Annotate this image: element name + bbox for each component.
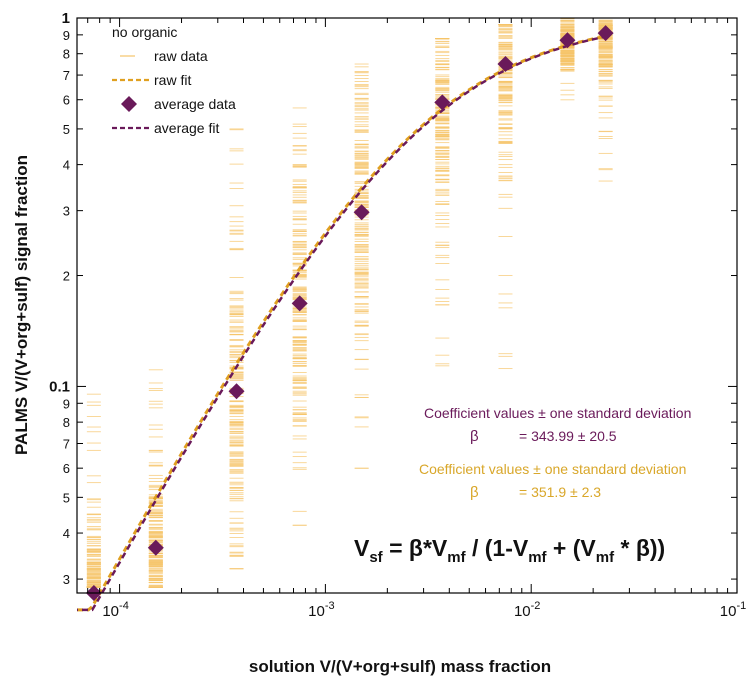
fit-layer xyxy=(77,34,610,612)
average-data-point xyxy=(353,204,370,221)
raw-data-column xyxy=(560,17,575,101)
y-tick-label: 7 xyxy=(63,68,70,83)
axis-ticks xyxy=(77,17,738,593)
average-fit-line xyxy=(77,34,610,612)
coefficient-title-average: Coefficient values ± one standard deviat… xyxy=(424,405,691,421)
plot-frame xyxy=(76,17,738,594)
y-tick-label: 0.1 xyxy=(49,378,70,395)
y-tick-label: 8 xyxy=(63,415,70,430)
raw-data-column xyxy=(435,38,450,367)
legend-item-raw-data: raw data xyxy=(120,48,208,64)
y-tick-label: 2 xyxy=(63,269,70,284)
coefficient-symbol-average: β xyxy=(470,428,479,445)
coefficient-value-raw: = 351.9 ± 2.3 xyxy=(519,484,601,500)
raw-data-column xyxy=(292,107,307,526)
raw-data-column xyxy=(498,24,513,370)
legend-item-raw-fit: raw fit xyxy=(112,72,191,88)
average-data-point xyxy=(147,539,164,556)
coefficient-symbol-raw: β xyxy=(470,484,479,501)
legend-label: average fit xyxy=(154,120,219,136)
average-data-point xyxy=(497,56,514,73)
average-data-layer xyxy=(85,25,614,601)
coefficient-value-average: = 343.99 ± 20.5 xyxy=(519,428,617,444)
y-axis-label: PALMS V/(V+org+sulf) signal fraction xyxy=(12,155,31,455)
average-data-point xyxy=(228,383,245,400)
fit-equation: Vsf = β*Vmf / (1-Vmf + (Vmf * β)) xyxy=(354,535,665,566)
raw-fit-line xyxy=(77,34,610,612)
y-tick-label: 9 xyxy=(63,396,70,411)
average-data-point xyxy=(291,295,308,312)
y-tick-label: 1 xyxy=(62,10,70,27)
raw-data-column xyxy=(229,128,244,570)
y-tick-label: 5 xyxy=(63,122,70,137)
legend-label: raw data xyxy=(154,48,208,64)
y-tick-label: 9 xyxy=(63,28,70,43)
legend-title: no organic xyxy=(112,24,177,40)
legend-label: raw fit xyxy=(154,72,191,88)
coefficient-box-raw: Coefficient values ± one standard deviat… xyxy=(419,461,686,501)
y-tick-label: 4 xyxy=(63,526,70,541)
y-tick-label: 6 xyxy=(63,93,70,108)
average-data-point xyxy=(434,94,451,111)
x-tick-label: 10-4 xyxy=(102,600,128,620)
average-data-point xyxy=(559,32,576,49)
legend-swatch xyxy=(121,96,137,112)
y-tick-label: 8 xyxy=(63,47,70,62)
legend-label: average data xyxy=(154,96,236,112)
y-tick-label: 5 xyxy=(63,490,70,505)
x-tick-label: 10-1 xyxy=(720,600,746,620)
legend-item-average-fit: average fit xyxy=(112,120,219,136)
y-tick-label: 3 xyxy=(63,204,70,219)
coefficient-title-raw: Coefficient values ± one standard deviat… xyxy=(419,461,686,477)
y-tick-label: 3 xyxy=(63,572,70,587)
coefficient-box-average: Coefficient values ± one standard deviat… xyxy=(424,405,691,445)
raw-data-column xyxy=(598,17,613,182)
x-tick-label: 10-2 xyxy=(514,600,540,620)
x-tick-label: 10-3 xyxy=(308,600,334,620)
x-axis-label: solution V/(V+org+sulf) mass fraction xyxy=(249,657,551,676)
x-tick-labels: 10-4 10-3 10-2 10-1 xyxy=(102,600,746,620)
y-tick-label: 7 xyxy=(63,437,70,452)
legend: no organic raw data raw fit average data av… xyxy=(112,24,236,136)
average-data-point xyxy=(597,25,614,42)
raw-data-column xyxy=(354,63,369,469)
legend-item-average-data: average data xyxy=(121,96,236,112)
raw-data-column xyxy=(86,393,101,588)
y-tick-label: 4 xyxy=(63,158,70,173)
y-tick-label: 6 xyxy=(63,461,70,476)
